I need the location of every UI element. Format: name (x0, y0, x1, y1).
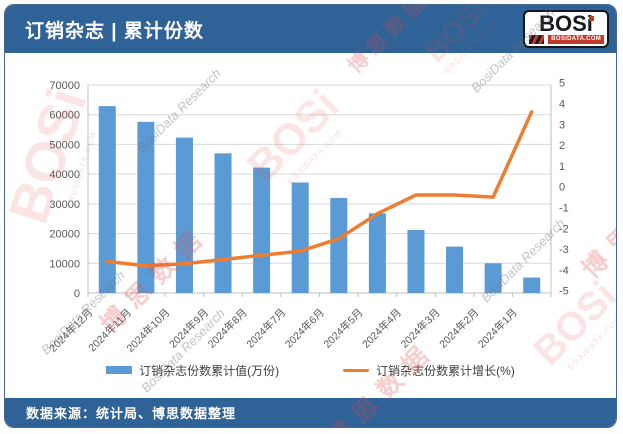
brand-logo-domain: BOSIDATA.COM (548, 35, 604, 44)
data-source-text: 数据来源：统计局、博思数据整理 (26, 406, 237, 421)
bar (137, 121, 155, 294)
right-axis-tick-label: 1 (559, 161, 565, 173)
bar-series-label: 订销杂志份数累计值(万份) (139, 363, 280, 378)
right-axis-tick-label: -3 (559, 244, 569, 256)
bar (98, 106, 116, 293)
right-axis-tick-label: 5 (559, 78, 565, 90)
left-axis-tick-label: 50000 (49, 139, 80, 151)
logo-i-dot-icon (589, 16, 594, 21)
brand-logo-text: BOSi (539, 11, 593, 36)
x-axis-label: 2024年9月 (166, 306, 211, 351)
bar (175, 137, 193, 293)
x-axis-label: 2024年5月 (321, 306, 366, 351)
right-axis-tick-label: -1 (559, 203, 569, 215)
left-axis-tick-label: 30000 (49, 199, 80, 211)
bar (214, 153, 232, 293)
right-axis-tick-label: -4 (559, 265, 569, 277)
right-axis-tick-label: 3 (559, 119, 565, 131)
bar (291, 182, 309, 293)
right-axis-tick-label: 2 (559, 140, 565, 152)
left-axis-tick-label: 20000 (49, 229, 80, 241)
x-axis-label: 2024年8月 (205, 306, 250, 351)
report-card: 订销杂志 | 累计份数 BOSi BOSIDATA.COM 0 10000 2000… (4, 4, 617, 428)
right-axis-tick-label: -2 (559, 223, 569, 235)
bar (446, 246, 464, 293)
header-bar: 订销杂志 | 累计份数 BOSi BOSIDATA.COM (5, 5, 616, 53)
legend-item-bars: 订销杂志份数累计值(万份) (106, 362, 279, 379)
chart-legend: 订销杂志份数累计值(万份) 订销杂志份数累计增长(%) (5, 358, 616, 382)
logo-stripes-icon (529, 35, 544, 44)
right-axis-tick-label: 0 (559, 182, 565, 194)
left-axis-tick-label: 0 (74, 288, 80, 300)
left-axis-tick-label: 60000 (49, 110, 80, 122)
combo-chart: 0 10000 20000 30000 40000 50000 60000 70000 -5 -4… (47, 78, 569, 355)
bar (368, 213, 386, 293)
line-series-swatch-icon (343, 368, 370, 372)
line-series-label: 订销杂志份数累计增长(%) (376, 363, 515, 378)
right-axis-tick-label: -5 (559, 286, 569, 298)
x-axis-label: 2024年6月 (282, 306, 327, 351)
bar-series-swatch-icon (106, 366, 133, 374)
bar (407, 230, 425, 293)
page-title: 订销杂志 | 累计份数 (25, 20, 204, 42)
brand-logo: BOSi BOSIDATA.COM (523, 10, 609, 48)
x-axis-label: 2024年1月 (475, 306, 520, 351)
bar (253, 167, 271, 293)
x-axis-label: 2024年3月 (398, 306, 443, 351)
x-axis-label: 2024年4月 (359, 306, 404, 351)
bar (484, 263, 502, 293)
x-axis-label: 2024年2月 (437, 306, 482, 351)
left-axis-tick-label: 70000 (49, 80, 80, 92)
bar (330, 197, 348, 293)
left-axis-tick-label: 40000 (49, 169, 80, 181)
right-axis-tick-label: 4 (559, 99, 565, 111)
bar (523, 277, 541, 293)
footer-bar: 数据来源：统计局、博思数据整理 (5, 398, 616, 427)
x-axis-label: 2024年7月 (244, 306, 289, 351)
chart-area: 0 10000 20000 30000 40000 50000 60000 70000 -5 -4… (5, 53, 616, 358)
legend-item-line: 订销杂志份数累计增长(%) (343, 362, 515, 379)
growth-line (105, 110, 534, 268)
left-axis-tick-label: 10000 (49, 258, 80, 270)
